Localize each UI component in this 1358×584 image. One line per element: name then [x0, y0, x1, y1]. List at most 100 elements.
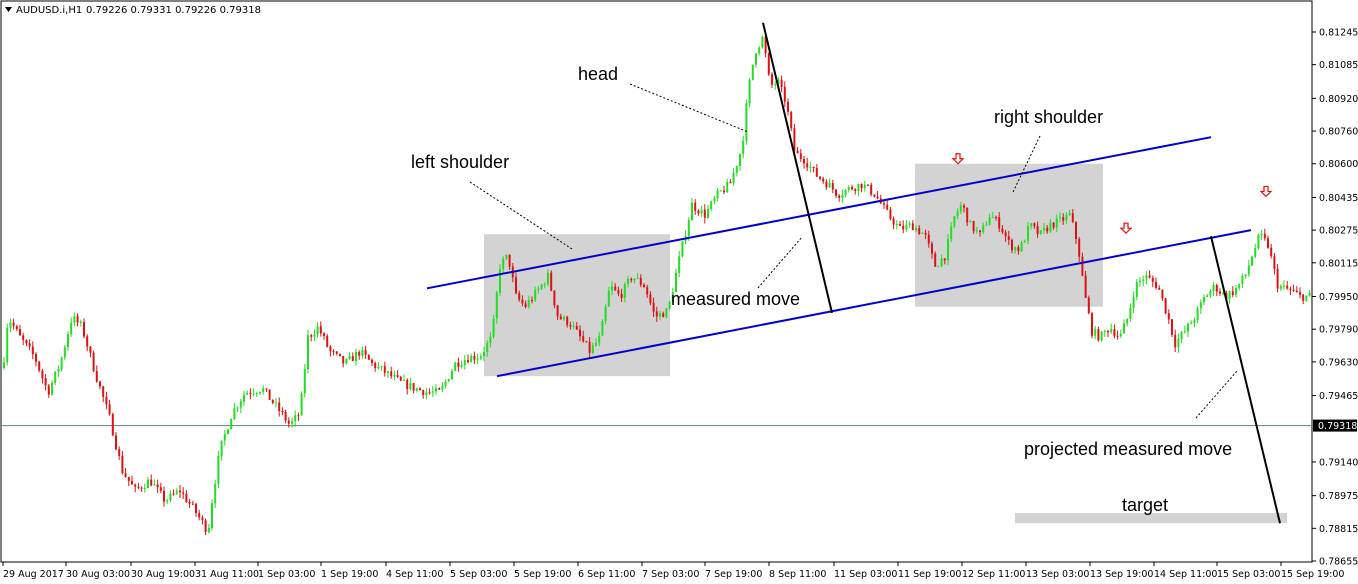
candle-body [687, 220, 690, 237]
candle-body [1292, 289, 1295, 291]
candle-body [534, 289, 537, 301]
candle-body [374, 362, 377, 369]
candle-body [201, 517, 204, 521]
candle-body [1190, 323, 1193, 325]
candle-body [915, 228, 917, 231]
candle-body [572, 325, 575, 327]
candle-body [281, 411, 284, 413]
candle-body [428, 392, 431, 394]
candle-body [1023, 240, 1026, 243]
candle-body [611, 286, 613, 291]
candle-body [1305, 295, 1308, 301]
candle-body [1257, 234, 1260, 249]
candle-body [111, 414, 114, 436]
candle-body [911, 223, 914, 231]
candle-body [662, 313, 665, 318]
candle-body [275, 402, 277, 404]
x-tick-label: 1 Sep 03:00 [258, 569, 315, 580]
candle-body [671, 292, 674, 302]
candle-body [569, 325, 572, 327]
candle-body [1254, 248, 1257, 257]
candle-body [1151, 277, 1154, 282]
candle-body [732, 172, 735, 184]
projected-move-label: projected measured move [1024, 439, 1232, 459]
target-label: target [1122, 495, 1168, 515]
candle-body [236, 407, 239, 409]
candle-body [227, 429, 229, 435]
candle-body [844, 189, 847, 196]
candle-body [867, 184, 869, 186]
candle-body [956, 211, 959, 217]
x-tick-label: 12 Sep 11:00 [962, 569, 1025, 580]
x-tick-label: 5 Sep 19:00 [514, 569, 571, 580]
y-tick-label: 0.80435 [1319, 193, 1358, 204]
x-tick-label: 30 Aug 19:00 [131, 569, 195, 580]
candle-body [313, 334, 316, 337]
candle-body [1161, 289, 1164, 299]
candle-body [1279, 286, 1282, 289]
candle-body [579, 329, 581, 337]
candle-body [163, 490, 165, 502]
candle-body [508, 254, 511, 267]
candle-body [332, 351, 335, 353]
candle-body [51, 382, 53, 395]
candle-body [1116, 335, 1119, 337]
candle-body [486, 343, 489, 352]
candle-body [390, 371, 393, 377]
candle-body [979, 230, 981, 233]
candle-body [1196, 308, 1199, 321]
candle-body [1020, 242, 1023, 252]
candle-body [803, 158, 805, 164]
candle-body [1235, 288, 1237, 295]
candle-body [588, 341, 591, 353]
candle-body [918, 228, 921, 234]
candle-body [230, 418, 233, 430]
candle-body [556, 305, 559, 317]
candle-body [1212, 284, 1215, 292]
candle-body [415, 388, 418, 391]
candle-body [934, 253, 937, 267]
candle-body [278, 402, 281, 412]
candle-body [505, 254, 508, 259]
candle-body [991, 217, 994, 219]
y-tick-label: 0.79140 [1319, 457, 1358, 468]
dropdown-triangle-icon[interactable] [5, 7, 12, 12]
candle-body [1062, 217, 1065, 221]
candle-body [1247, 265, 1250, 275]
candle-body [924, 232, 927, 235]
candle-body [982, 225, 985, 233]
candle-body [441, 385, 444, 390]
candle-body [1039, 230, 1042, 235]
candle-body [1276, 268, 1279, 289]
candle-body [473, 355, 476, 360]
candle-body [1036, 226, 1039, 235]
candle-body [211, 503, 213, 528]
candle-body [643, 284, 645, 288]
candle-body [812, 166, 815, 169]
candle-body [348, 356, 351, 360]
candle-body [1231, 291, 1234, 295]
candle-body [835, 189, 837, 196]
candle-body [1238, 283, 1241, 289]
candle-body [502, 258, 505, 269]
candle-body [1206, 295, 1209, 298]
candle-body [380, 366, 383, 368]
candle-body [636, 277, 639, 279]
x-tick-label: 15 Sep 19:00 [1281, 569, 1344, 580]
candle-body [527, 300, 530, 308]
x-tick-label: 14 Sep 11:00 [1154, 569, 1217, 580]
candle-body [1299, 292, 1301, 295]
candle-body [175, 490, 178, 494]
lower-trendline [496, 229, 1252, 378]
candle-body [1113, 329, 1116, 336]
candle-body [399, 376, 402, 381]
candle-body [700, 209, 703, 214]
candle-body [943, 258, 946, 261]
candle-body [1071, 213, 1074, 223]
candle-body [396, 375, 399, 377]
pattern-boxes [484, 163, 1287, 524]
candle-body [614, 286, 617, 290]
candle-body [220, 440, 223, 457]
candle-body [531, 300, 533, 302]
candle-body [582, 336, 585, 342]
